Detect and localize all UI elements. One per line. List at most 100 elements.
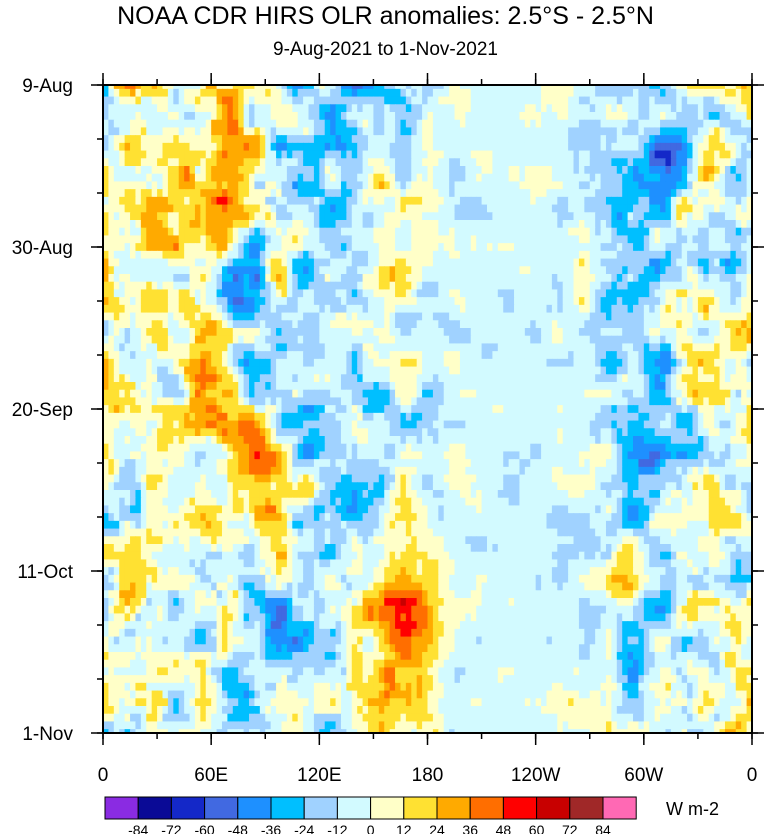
heat-cell (146, 142, 153, 152)
heat-cell (524, 289, 531, 298)
heat-cell (124, 397, 131, 406)
heat-cell (687, 127, 694, 136)
heat-cell (173, 88, 180, 98)
heat-cell (578, 196, 585, 206)
heat-cell (194, 166, 201, 175)
heat-cell (281, 158, 288, 167)
heat-cell (514, 243, 521, 252)
heat-cell (519, 150, 526, 159)
heat-cell (692, 104, 699, 113)
heat-cell (454, 243, 461, 252)
heat-cell (611, 312, 618, 321)
heat-cell (103, 274, 110, 283)
heat-cell (151, 96, 158, 105)
heat-cell (600, 289, 607, 298)
heat-cell (167, 235, 174, 244)
heat-cell (189, 358, 196, 368)
heat-cell (330, 281, 337, 291)
heat-cell (584, 258, 591, 267)
heat-cell (438, 335, 445, 345)
heat-cell (519, 258, 526, 267)
heat-cell (373, 366, 380, 375)
heat-cell (259, 196, 266, 206)
heat-cell (687, 297, 694, 306)
heat-cell (654, 274, 661, 283)
heat-cell (221, 397, 228, 406)
heat-cell (395, 181, 402, 190)
heat-cell (665, 382, 672, 391)
heat-cell (546, 243, 553, 252)
heat-cell (243, 220, 250, 229)
heat-cell (276, 227, 283, 237)
heat-cell (481, 258, 488, 267)
heat-cell (562, 135, 569, 144)
heat-cell (514, 189, 521, 198)
heat-cell (465, 173, 472, 183)
heat-cell (697, 158, 704, 167)
heat-cell (611, 119, 618, 129)
heat-cell (167, 266, 174, 275)
heat-cell (692, 358, 699, 368)
heat-cell (108, 389, 115, 399)
heat-cell (503, 250, 510, 260)
heat-cell (330, 104, 337, 113)
heat-cell (735, 212, 742, 221)
heat-cell (411, 320, 418, 329)
heat-cell (670, 88, 677, 98)
heat-cell (735, 104, 742, 113)
heat-cell (714, 358, 721, 368)
heat-cell (633, 258, 640, 267)
heat-cell (654, 88, 661, 98)
heat-cell (189, 335, 196, 345)
heat-cell (238, 312, 245, 321)
heat-cell (470, 366, 477, 375)
heat-cell (578, 351, 585, 360)
heat-cell (384, 196, 391, 206)
heat-cell (465, 366, 472, 375)
heat-cell (297, 397, 304, 406)
heat-cell (746, 204, 753, 213)
heat-cell (600, 297, 607, 306)
heat-cell (568, 343, 575, 352)
heat-cell (692, 328, 699, 337)
heat-cell (281, 389, 288, 399)
heat-cell (573, 258, 580, 267)
heat-cell (622, 135, 629, 144)
heat-cell (400, 389, 407, 399)
heat-cell (157, 343, 164, 352)
heat-cell (611, 366, 618, 375)
heat-cell (389, 304, 396, 314)
heat-cell (389, 320, 396, 329)
heat-cell (687, 173, 694, 183)
heat-cell (627, 150, 634, 159)
heat-cell (443, 196, 450, 206)
heat-cell (184, 274, 191, 283)
heat-cell (605, 312, 612, 321)
heat-cell (238, 335, 245, 345)
heat-cell (454, 258, 461, 267)
heat-cell (519, 112, 526, 121)
heat-cell (573, 127, 580, 136)
heat-cell (265, 343, 272, 352)
heat-cell (438, 358, 445, 368)
heat-cell (638, 389, 645, 399)
heat-cell (308, 389, 315, 399)
heat-cell (541, 281, 548, 291)
heat-cell (654, 250, 661, 260)
heat-cell (746, 189, 753, 198)
heat-cell (357, 166, 364, 175)
heat-cell (562, 281, 569, 291)
heat-cell (605, 181, 612, 190)
heat-cell (200, 328, 207, 337)
heat-cell (568, 274, 575, 283)
heat-cell (568, 266, 575, 275)
heat-cell (519, 196, 526, 206)
heat-cell (249, 127, 256, 136)
heat-cell (151, 166, 158, 175)
heat-cell (384, 119, 391, 129)
heat-cell (254, 366, 261, 375)
heat-cell (167, 243, 174, 252)
heat-cell (416, 320, 423, 329)
heat-cell (130, 274, 137, 283)
heat-cell (600, 366, 607, 375)
